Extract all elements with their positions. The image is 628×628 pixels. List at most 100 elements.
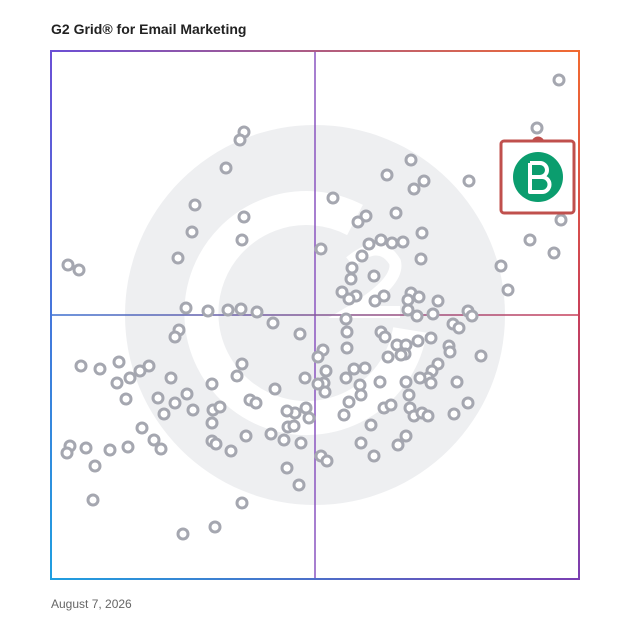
product-point	[421, 409, 435, 423]
product-point	[60, 446, 74, 460]
product-point	[326, 191, 340, 205]
product-point	[410, 309, 424, 323]
logo-letter	[528, 161, 552, 194]
border	[578, 50, 580, 580]
chart-title: G2 Grid® for Email Marketing	[51, 21, 246, 37]
product-point	[266, 316, 280, 330]
product-point	[353, 378, 367, 392]
product-point	[157, 407, 171, 421]
product-point	[380, 168, 394, 182]
product-point	[61, 258, 75, 272]
product-point	[235, 233, 249, 247]
product-point	[135, 421, 149, 435]
product-point	[298, 371, 312, 385]
product-point	[154, 442, 168, 456]
product-point	[311, 350, 325, 364]
product-point	[74, 359, 88, 373]
product-point	[224, 444, 238, 458]
product-point	[179, 301, 193, 315]
product-point	[373, 375, 387, 389]
product-point	[412, 290, 426, 304]
product-point	[424, 331, 438, 345]
product-point	[359, 209, 373, 223]
product-point	[465, 309, 479, 323]
product-point	[103, 443, 117, 457]
product-point	[221, 303, 235, 317]
date-footnote: August 7, 2026	[51, 597, 132, 611]
product-point	[351, 215, 365, 229]
product-point	[320, 454, 334, 468]
product-point	[362, 237, 376, 251]
product-point	[378, 330, 392, 344]
product-point	[347, 362, 361, 376]
product-point	[414, 252, 428, 266]
product-point	[205, 377, 219, 391]
product-point	[264, 427, 278, 441]
product-point	[399, 429, 413, 443]
product-point	[401, 303, 415, 317]
product-point	[394, 348, 408, 362]
product-point	[119, 392, 133, 406]
product-point	[302, 411, 316, 425]
product-point	[123, 371, 137, 385]
product-point	[280, 404, 294, 418]
grid-frame	[50, 50, 580, 580]
product-point	[186, 403, 200, 417]
product-point	[235, 357, 249, 371]
product-point	[462, 174, 476, 188]
product-point	[314, 242, 328, 256]
product-point	[450, 375, 464, 389]
product-point	[205, 416, 219, 430]
product-point	[164, 371, 178, 385]
product-point	[340, 325, 354, 339]
product-point	[237, 210, 251, 224]
product-point	[201, 304, 215, 318]
points	[60, 73, 576, 541]
product-point	[235, 496, 249, 510]
product-point	[249, 396, 263, 410]
product-point	[280, 461, 294, 475]
product-point	[358, 361, 372, 375]
product-point	[234, 302, 248, 316]
border	[50, 50, 52, 580]
product-point	[452, 321, 466, 335]
product-point	[311, 377, 325, 391]
product-point	[381, 350, 395, 364]
product-point	[404, 153, 418, 167]
product-point	[293, 327, 307, 341]
divider	[51, 314, 579, 316]
product-point	[443, 345, 457, 359]
product-point	[339, 371, 353, 385]
product-point	[168, 330, 182, 344]
product-point	[208, 520, 222, 534]
product-point	[344, 272, 358, 286]
product-point	[188, 198, 202, 212]
product-point	[407, 182, 421, 196]
product-point	[426, 307, 440, 321]
product-point	[287, 419, 301, 433]
product-point	[501, 283, 515, 297]
product-point	[374, 233, 388, 247]
product-point	[461, 396, 475, 410]
product-point	[402, 388, 416, 402]
product-point	[299, 401, 313, 415]
product-point	[342, 395, 356, 409]
product-point	[93, 362, 107, 376]
product-point	[209, 437, 223, 451]
product-point	[494, 259, 508, 273]
border	[50, 50, 580, 52]
product-point	[367, 269, 381, 283]
product-point	[389, 206, 403, 220]
product-point	[431, 294, 445, 308]
product-point	[424, 376, 438, 390]
product-point	[168, 396, 182, 410]
product-point	[552, 73, 566, 87]
product-point	[219, 161, 233, 175]
product-point	[176, 527, 190, 541]
product-point	[354, 388, 368, 402]
product-point	[474, 349, 488, 363]
product-point	[337, 408, 351, 422]
product-point	[318, 385, 332, 399]
product-point	[233, 133, 247, 147]
